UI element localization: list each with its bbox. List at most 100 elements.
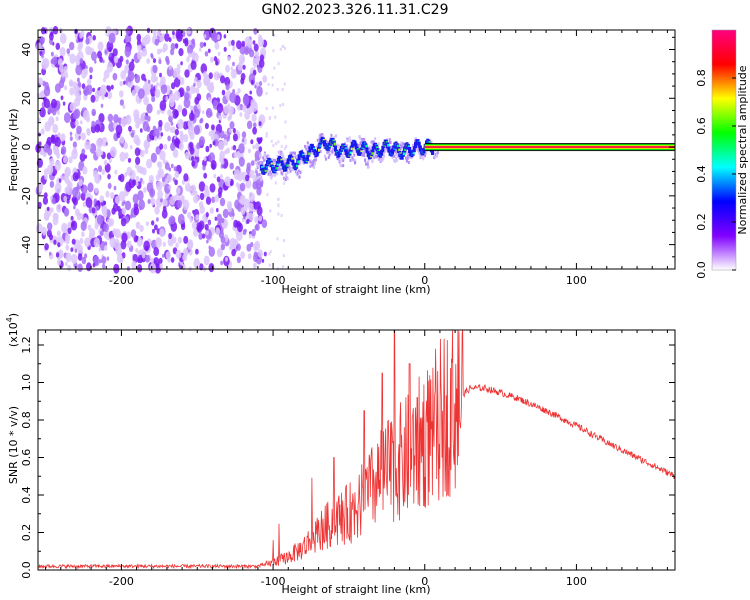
noise-blob — [154, 38, 159, 46]
noise-blob — [223, 34, 227, 39]
noise-blob — [225, 256, 228, 262]
track-halo — [314, 158, 317, 162]
noise-blob — [142, 121, 150, 132]
noise-blob — [187, 126, 194, 136]
noise-blob — [147, 199, 151, 204]
noise-blob — [208, 245, 211, 250]
noise-blob — [113, 230, 117, 235]
noise-fringe — [276, 88, 279, 91]
track-halo — [320, 143, 323, 147]
track-halo — [404, 151, 407, 155]
noise-blob — [156, 109, 160, 115]
noise-fringe — [267, 82, 270, 86]
noise-blob — [52, 216, 59, 226]
noise-blob — [239, 112, 243, 117]
noise-blob — [123, 80, 126, 85]
noise-fringe — [277, 140, 280, 144]
noise-blob — [199, 136, 205, 146]
noise-blob — [232, 144, 237, 151]
noise-blob — [165, 96, 169, 101]
track-peak — [350, 147, 353, 151]
noise-blob — [79, 152, 86, 162]
noise-blob — [250, 98, 256, 108]
noise-blob — [186, 27, 191, 35]
track-halo — [304, 152, 307, 156]
track-halo — [422, 157, 425, 161]
noise-blob — [238, 156, 245, 167]
noise-blob — [150, 258, 154, 264]
noise-blob — [177, 213, 185, 225]
track-halo — [373, 141, 376, 145]
noise-blob — [49, 158, 55, 167]
noise-blob — [150, 73, 157, 83]
noise-blob — [72, 187, 79, 198]
noise-fringe — [283, 181, 286, 185]
noise-fringe — [285, 144, 288, 148]
track-halo — [267, 155, 270, 159]
colorbar-tick-label: 0.2 — [695, 213, 708, 231]
track-halo — [324, 154, 326, 158]
track-halo — [364, 159, 367, 163]
noise-blob — [171, 236, 177, 244]
noise-blob — [155, 174, 160, 181]
noise-blob — [203, 172, 208, 179]
noise-blob — [256, 206, 263, 216]
noise-blob — [49, 233, 53, 241]
noise-blob — [124, 200, 132, 211]
noise-fringe — [266, 193, 269, 197]
noise-blob — [121, 143, 124, 148]
spectrogram-ylabel: Frequency (Hz) — [7, 109, 20, 192]
noise-blob — [107, 173, 111, 180]
spectrogram-carrier-line — [424, 143, 675, 152]
track-peak — [275, 166, 278, 170]
noise-blob — [149, 187, 156, 198]
y-tick-label: 0.6 — [20, 449, 33, 467]
noise-blob — [89, 66, 93, 74]
noise-fringe — [265, 91, 268, 95]
noise-blob — [120, 117, 127, 127]
noise-blob — [196, 225, 201, 232]
noise-blob — [221, 217, 225, 224]
snr-background — [38, 330, 675, 570]
noise-blob — [73, 108, 81, 119]
track-halo — [255, 175, 258, 179]
noise-blob — [159, 72, 162, 78]
noise-blob — [109, 53, 112, 58]
noise-blob — [101, 256, 107, 265]
noise-blob — [66, 179, 71, 187]
noise-blob — [205, 196, 212, 205]
track-halo — [258, 179, 261, 183]
noise-blob — [263, 251, 267, 257]
noise-blob — [47, 222, 53, 231]
noise-blob — [204, 122, 209, 130]
noise-blob — [170, 112, 174, 118]
noise-blob — [247, 253, 252, 260]
noise-blob — [186, 85, 191, 93]
noise-blob — [203, 75, 210, 87]
noise-blob — [84, 237, 91, 248]
noise-blob — [121, 201, 125, 207]
noise-blob — [228, 105, 235, 116]
noise-blob — [74, 84, 79, 93]
noise-blob — [80, 120, 83, 125]
noise-blob — [175, 242, 179, 248]
noise-blob — [202, 165, 206, 171]
track-halo — [322, 134, 325, 138]
noise-blob — [209, 56, 214, 63]
noise-blob — [220, 75, 226, 84]
track-halo — [332, 147, 335, 151]
track-halo — [417, 146, 420, 150]
noise-blob — [250, 139, 254, 145]
noise-blob — [218, 140, 225, 151]
noise-blob — [248, 212, 254, 222]
noise-blob — [74, 248, 78, 253]
track-peak — [264, 168, 267, 172]
track-halo — [342, 164, 345, 168]
noise-blob — [158, 119, 163, 128]
noise-blob — [76, 125, 82, 135]
figure-title: GN02.2023.326.11.31.C29 — [262, 2, 449, 18]
noise-blob — [133, 109, 140, 120]
noise-blob — [239, 182, 246, 192]
noise-blob — [225, 83, 230, 91]
track-halo — [354, 159, 357, 163]
